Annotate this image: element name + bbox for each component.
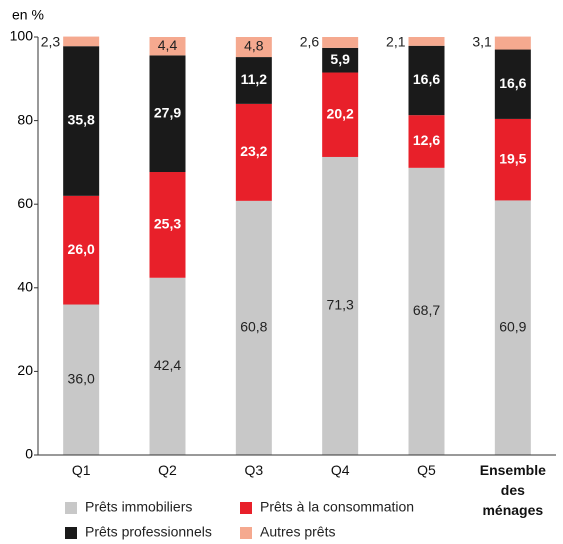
value-label: 2,1: [386, 34, 406, 50]
bar-segment: [63, 36, 100, 47]
y-tick-label: 40: [17, 279, 33, 295]
value-label: 12,6: [413, 132, 440, 148]
value-label: 2,3: [41, 33, 61, 49]
bar-segment: [322, 156, 359, 455]
bar-segment: [63, 304, 100, 455]
x-tick-label: Ensemble des ménages: [479, 462, 546, 518]
legend-swatch: [65, 502, 77, 514]
value-label: 60,8: [240, 319, 267, 335]
value-label: 27,9: [154, 104, 181, 120]
bar-segment: [322, 47, 359, 73]
value-label: 11,2: [241, 71, 268, 87]
bar-segment: [149, 277, 186, 455]
value-label: 19,5: [499, 150, 526, 166]
legend-label: Prêts professionnels: [85, 524, 212, 540]
value-label: 42,4: [154, 357, 181, 373]
value-label: 16,6: [413, 71, 440, 87]
legend-swatch: [65, 527, 77, 539]
value-label: 4,8: [244, 38, 264, 54]
legend-swatch: [240, 527, 252, 539]
legend-swatch: [240, 502, 252, 514]
value-label: 20,2: [327, 105, 354, 121]
value-label: 25,3: [154, 216, 181, 232]
y-tick-label: 0: [25, 446, 33, 462]
value-label: 5,9: [330, 51, 350, 67]
value-label: 23,2: [240, 143, 267, 159]
value-label: 2,6: [300, 34, 320, 50]
legend-label: Prêts à la consommation: [260, 499, 414, 515]
x-tick-label: Q3: [244, 462, 264, 478]
value-label: 16,6: [499, 75, 526, 91]
bar-segment: [408, 167, 445, 456]
y-tick-label: 100: [10, 28, 34, 44]
y-axis-label: en %: [12, 7, 44, 23]
x-tick-label: Q5: [417, 462, 436, 478]
y-tick-label: 60: [17, 195, 33, 211]
value-label: 26,0: [68, 241, 95, 257]
value-label: 4,4: [158, 37, 178, 53]
x-tick-label: Q4: [330, 462, 350, 478]
legend-label: Autres prêts: [260, 524, 335, 540]
value-label: 71,3: [327, 297, 354, 313]
legend-label: Prêts immobiliers: [85, 499, 192, 515]
bar-segment: [494, 118, 531, 201]
x-tick-label: Q2: [158, 462, 177, 478]
bar-segment: [63, 46, 100, 196]
value-label: 60,9: [499, 318, 526, 334]
bar-segment: [494, 200, 531, 455]
bar-segment: [235, 57, 272, 104]
bar-segment: [322, 72, 359, 157]
value-label: 35,8: [68, 112, 95, 128]
bar-segment: [408, 37, 445, 46]
bar-segment: [408, 115, 445, 168]
bar-segment: [494, 36, 531, 50]
value-label: 68,7: [413, 302, 440, 318]
bar-segment: [494, 49, 531, 119]
bar-segment: [322, 37, 359, 48]
bar-segment: [408, 45, 445, 116]
bar-segment: [235, 37, 272, 58]
y-tick-label: 80: [17, 111, 33, 127]
value-label: 36,0: [68, 370, 95, 386]
x-tick-label: Q1: [71, 462, 91, 478]
bar-segment: [235, 200, 272, 455]
value-label: 3,1: [472, 33, 492, 49]
bar-segment: [149, 55, 186, 173]
bar-segment: [63, 195, 100, 305]
bar-segment: [149, 37, 186, 56]
bar-segment: [235, 103, 272, 201]
y-tick-label: 20: [17, 362, 33, 378]
bar-segment: [149, 172, 186, 278]
